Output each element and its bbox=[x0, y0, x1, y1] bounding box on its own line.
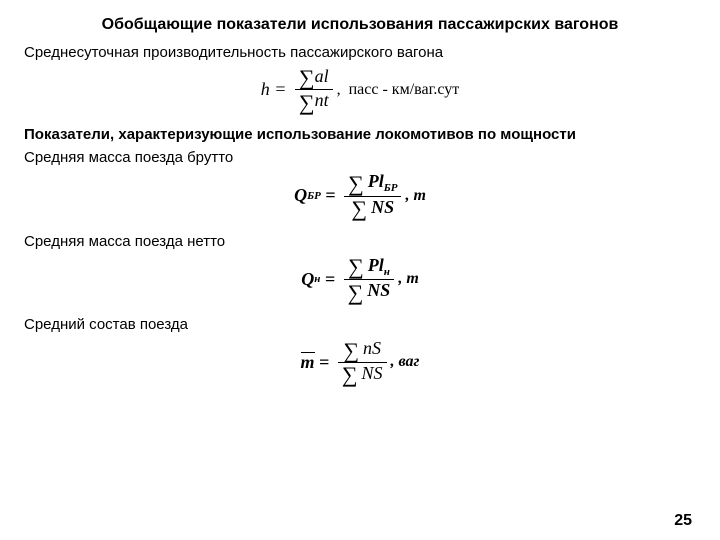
f4-unit: ваг bbox=[399, 353, 420, 371]
formula-3: Qн = ∑ Plн ∑ NS , т bbox=[24, 256, 696, 303]
page-number: 25 bbox=[674, 512, 692, 530]
f2-num-a: Pl bbox=[368, 171, 384, 191]
f4-den: NS bbox=[362, 363, 383, 383]
f3-den: NS bbox=[367, 280, 390, 300]
section-1-title: Обобщающие показатели использования пасс… bbox=[24, 16, 696, 34]
formula-4: m = ∑ nS ∑ NS , ваг bbox=[24, 339, 696, 384]
f2-fraction: ∑ PlБР ∑ NS bbox=[344, 172, 401, 219]
section-2-p2: Средняя масса поезда нетто bbox=[24, 233, 696, 250]
f1-lhs: h bbox=[261, 79, 270, 100]
f1-equals: = bbox=[270, 79, 291, 100]
section-2-p1: Средняя масса поезда брутто bbox=[24, 149, 696, 166]
f1-num: al bbox=[315, 66, 329, 86]
section-2-title: Показатели, характеризующие использовани… bbox=[24, 126, 696, 143]
f3-lhs: Q bbox=[301, 269, 314, 290]
f1-fraction: ∑al ∑nt bbox=[295, 67, 333, 112]
f3-comma: , bbox=[398, 270, 406, 288]
f3-unit: т bbox=[406, 270, 418, 288]
f2-lhs: Q bbox=[294, 185, 307, 206]
f3-num-sub: н bbox=[384, 266, 390, 278]
page-content: Обобщающие показатели использования пасс… bbox=[0, 0, 720, 385]
formula-1: h = ∑al ∑nt , пасс - км/ваг.сут bbox=[24, 67, 696, 112]
f4-lhs-wrap: m bbox=[301, 352, 315, 373]
f4-equals: = bbox=[315, 352, 334, 373]
formula-2: QБР = ∑ PlБР ∑ NS , т bbox=[24, 172, 696, 219]
f4-comma: , bbox=[391, 353, 399, 371]
f1-den: nt bbox=[315, 90, 329, 110]
f3-num-a: Pl bbox=[368, 255, 384, 275]
f3-equals: = bbox=[320, 269, 339, 290]
f2-den: NS bbox=[371, 197, 394, 217]
f3-fraction: ∑ Plн ∑ NS bbox=[344, 256, 395, 303]
f4-num: nS bbox=[363, 338, 381, 358]
section-1-p1: Среднесуточная производительность пассаж… bbox=[24, 44, 696, 61]
f2-unit: т bbox=[413, 187, 425, 205]
f4-lhs: m bbox=[301, 352, 315, 372]
f2-num-sub: БР bbox=[384, 183, 398, 195]
section-2-p3: Средний состав поезда bbox=[24, 316, 696, 333]
f2-comma: , bbox=[405, 187, 413, 205]
f1-unit: пасс - км/ваг.сут bbox=[349, 81, 460, 99]
f2-equals: = bbox=[321, 185, 340, 206]
f2-lhs-sub: БР bbox=[307, 190, 321, 202]
f4-fraction: ∑ nS ∑ NS bbox=[338, 339, 387, 384]
f1-comma: , bbox=[337, 81, 349, 99]
